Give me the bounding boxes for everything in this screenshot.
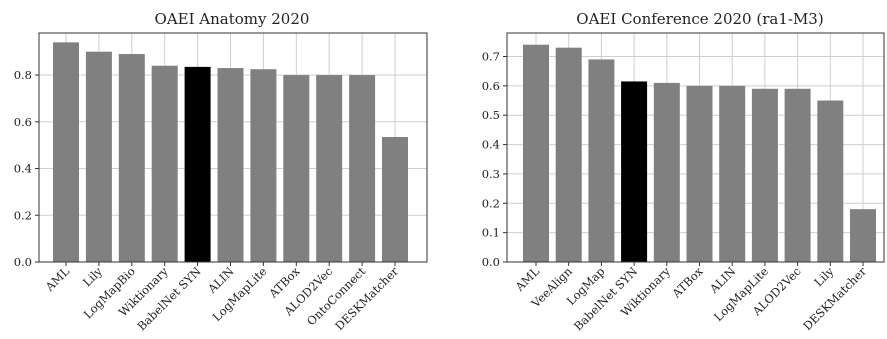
bar-logmaplite (250, 69, 277, 262)
y-tick-label: 0.6 (14, 115, 32, 129)
bar-logmap (588, 59, 615, 262)
bar-alod2vec (316, 75, 343, 263)
bar-babelnet-syn (621, 81, 648, 262)
bar-alod2vec (784, 88, 811, 263)
bar-alin (719, 85, 746, 262)
x-tick-label: AML (512, 264, 542, 294)
axes-frame (38, 32, 428, 263)
x-tick-label: Lily (811, 264, 836, 289)
bar-deskmatcher (850, 209, 876, 262)
y-tick-label: 0.2 (14, 208, 32, 222)
y-tick-label: 0.7 (482, 49, 500, 63)
y-tick-label: 0.5 (482, 108, 500, 122)
x-tick-label: Lily (80, 264, 105, 289)
bar-alin (217, 68, 244, 262)
bar-wiktionary (151, 65, 178, 262)
chart-title: OAEI Conference 2020 (ra1-M3) (576, 10, 823, 28)
bar-ontoconnect (349, 75, 376, 263)
bar-deskmatcher (382, 136, 408, 262)
bar-wiktionary (653, 82, 680, 263)
y-tick-label: 0.6 (482, 79, 500, 93)
y-tick-label: 0.3 (482, 167, 500, 181)
bar-babelnet-syn (184, 66, 211, 262)
y-tick-label: 0.1 (482, 226, 500, 240)
chart-oaei-conference: OAEI Conference 2020 (ra1-M3) 0.0 0.1 0.2 0… (482, 10, 885, 333)
y-tick-label: 0.2 (482, 196, 500, 210)
bar-veealign (555, 47, 582, 262)
bar-atbox (686, 85, 713, 262)
bar-logmapbio (118, 54, 145, 263)
bar-aml (523, 44, 549, 262)
bar-lily (817, 100, 844, 263)
axes-frame (506, 32, 885, 263)
y-tick-label: 0.0 (482, 255, 500, 269)
bar-aml (53, 42, 79, 262)
chart-oaei-anatomy: OAEI Anatomy 2020 0.0 0.2 0.4 0.6 0.8 AML Lily… (14, 10, 428, 333)
x-tick-label: ATBox (669, 264, 706, 301)
bar-logmaplite (751, 88, 778, 263)
bar-atbox (283, 75, 310, 263)
y-tick-label: 0.4 (482, 138, 500, 152)
y-tick-label: 0.4 (14, 162, 32, 176)
bar-lily (85, 51, 112, 262)
x-tick-label: AML (42, 264, 72, 294)
chart-title: OAEI Anatomy 2020 (155, 10, 310, 28)
y-tick-label: 0.8 (14, 68, 32, 82)
y-tick-label: 0.0 (14, 255, 32, 269)
